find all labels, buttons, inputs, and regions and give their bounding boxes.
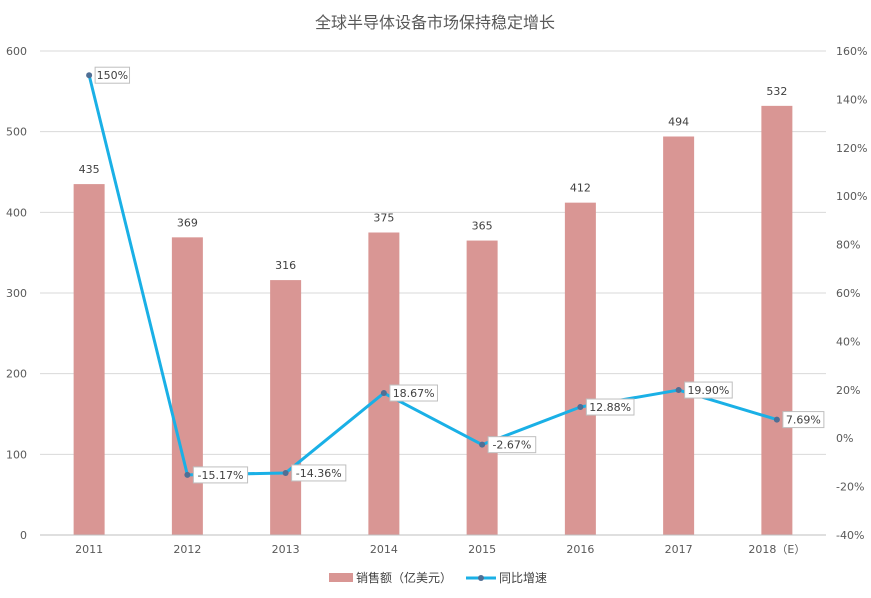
bar-value-label: 412 — [570, 182, 591, 195]
bar — [270, 280, 302, 535]
bar-value-label: 494 — [668, 116, 689, 129]
x-tick-label: 2011 — [75, 543, 103, 556]
line-value-label-box — [782, 411, 825, 429]
y-right-tick-label: 120% — [836, 142, 867, 155]
y-left-tick-label: 500 — [6, 126, 27, 139]
x-tick-label: 2018（E） — [748, 543, 805, 556]
line-value-label-box — [684, 381, 733, 399]
legend-line-label: 同比增速 — [499, 571, 547, 585]
y-axis-left: 0 100 200 300 400 500 600 — [6, 45, 27, 542]
y-right-tick-label: 100% — [836, 190, 867, 203]
line-value-labels: 150% -15.17% -14.36% 18.67% -2.67% 12.88% 19.9… — [94, 66, 825, 484]
y-right-tick-label: -40% — [836, 529, 864, 542]
y-left-tick-label: 0 — [20, 529, 27, 542]
bar-series — [73, 105, 793, 536]
legend-line-marker — [478, 575, 484, 581]
line-point — [577, 404, 584, 411]
line-point — [675, 387, 682, 394]
line-value-label-box — [389, 384, 438, 402]
y-axis-right: -40% -20% 0% 20% 40% 60% 80% 100% 120% 140% 160% — [836, 45, 867, 542]
x-tick-label: 2016 — [566, 543, 594, 556]
y-left-tick-label: 300 — [6, 287, 27, 300]
bar — [663, 136, 695, 536]
line-value-label: -15.17% — [198, 469, 244, 482]
line-value-label: 7.69% — [786, 414, 821, 427]
x-axis: 2011 2012 2013 2014 2015 2016 2017 2018（E） — [40, 534, 826, 556]
y-left-tick-label: 600 — [6, 45, 27, 58]
bar-value-label: 435 — [79, 163, 100, 176]
y-right-tick-label: -20% — [836, 481, 864, 494]
line-point — [479, 441, 486, 448]
bar — [564, 202, 596, 536]
line-point — [380, 390, 387, 397]
y-right-tick-label: 40% — [836, 335, 860, 348]
bar — [171, 237, 203, 535]
bar — [368, 232, 400, 535]
line-value-label-box — [585, 398, 635, 416]
y-left-tick-label: 200 — [6, 368, 27, 381]
x-tick-label: 2014 — [370, 543, 398, 556]
line-value-label: 18.67% — [393, 387, 435, 400]
y-right-tick-label: 20% — [836, 384, 860, 397]
bar-value-label: 316 — [275, 259, 296, 272]
y-right-tick-label: 60% — [836, 287, 860, 300]
y-left-tick-label: 100 — [6, 448, 27, 461]
x-tick-label: 2012 — [173, 543, 201, 556]
y-right-tick-label: 80% — [836, 239, 860, 252]
x-tick-label: 2013 — [272, 543, 300, 556]
y-right-tick-label: 0% — [836, 432, 853, 445]
legend-bar-swatch — [329, 573, 353, 582]
y-left-tick-label: 400 — [6, 206, 27, 219]
y-right-tick-label: 160% — [836, 45, 867, 58]
line-value-label-box — [192, 466, 249, 484]
y-right-tick-label: 140% — [836, 93, 867, 106]
legend-bar-label: 销售额（亿美元） — [356, 570, 452, 585]
legend: 销售额（亿美元） 同比增速 — [329, 570, 547, 585]
line-value-label: -14.36% — [296, 467, 342, 480]
bar-value-label: 369 — [177, 216, 198, 229]
line-value-label: 12.88% — [589, 401, 631, 414]
bar-value-labels: 435 369 316 375 365 412 494 532 — [79, 85, 788, 272]
bar — [466, 240, 498, 536]
line-value-label-box — [94, 66, 131, 84]
line-point — [86, 72, 93, 79]
gridlines — [40, 50, 826, 536]
x-tick-label: 2017 — [665, 543, 693, 556]
bar-value-label: 375 — [373, 212, 394, 225]
line-value-label-box — [487, 436, 537, 454]
line-point — [773, 416, 780, 423]
line-point — [282, 469, 289, 476]
line-point — [184, 471, 191, 478]
chart-title: 全球半导体设备市场保持稳定增长 — [315, 13, 555, 32]
bar-value-label: 532 — [766, 85, 787, 98]
line-value-label-box — [291, 464, 347, 482]
bar — [73, 184, 105, 535]
line-value-label: 19.90% — [687, 384, 729, 397]
x-tick-label: 2015 — [468, 543, 496, 556]
line-value-label: 150% — [97, 69, 128, 82]
bar-value-label: 365 — [472, 220, 493, 233]
bar — [761, 105, 793, 535]
line-value-label: -2.67% — [492, 439, 531, 452]
